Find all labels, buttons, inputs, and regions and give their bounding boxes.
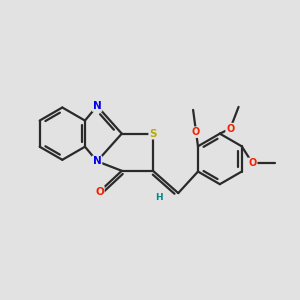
Text: H: H [155, 193, 163, 202]
Text: O: O [192, 127, 200, 137]
Text: N: N [93, 156, 101, 166]
Text: O: O [226, 124, 234, 134]
Text: O: O [248, 158, 257, 168]
Text: O: O [95, 187, 104, 196]
Text: N: N [93, 101, 101, 111]
Text: S: S [149, 129, 157, 139]
